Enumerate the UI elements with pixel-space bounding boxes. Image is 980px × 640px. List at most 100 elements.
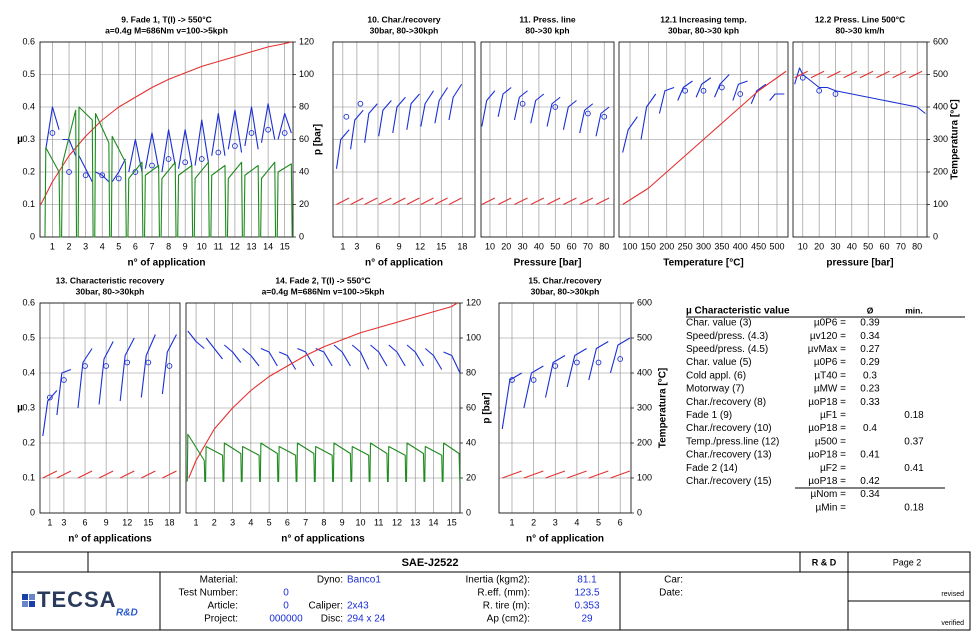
x-tick-label: 14 xyxy=(263,241,273,251)
table-cell: µF2 = xyxy=(820,463,846,474)
data-point xyxy=(719,84,725,91)
x-tick-label: 18 xyxy=(164,517,174,527)
data-point xyxy=(166,363,173,369)
chart: 0 0.1 0.2 0.3 0.4 0.5 0.6 1 3 6 9 12 15 18 13. Charact… xyxy=(17,275,181,545)
chart-subtitle: 30bar, 80->30 kph xyxy=(668,25,739,35)
x-tick-label: 6 xyxy=(375,241,380,251)
y2-tick-label: 400 xyxy=(637,367,652,377)
table-cell: µ500 = xyxy=(815,436,846,447)
table-cell: Cold appl. (6) xyxy=(686,370,746,381)
y-tick-label: 0.3 xyxy=(22,134,35,144)
x-tick-label: 50 xyxy=(550,241,560,251)
data-point xyxy=(46,394,53,401)
table-cell: 0.34 xyxy=(860,489,880,500)
y2-tick-label: 600 xyxy=(637,297,652,307)
data-point xyxy=(530,377,537,383)
chart-subtitle: 30bar, 80->30kph xyxy=(76,286,145,296)
x-tick-label: 15 xyxy=(447,517,457,527)
x-tick-label: 40 xyxy=(534,241,544,251)
data-point xyxy=(99,172,106,179)
y-axis-label: µ xyxy=(17,403,23,414)
table-cell: µ0P6 = xyxy=(814,318,846,329)
x-tick-label: 2 xyxy=(212,517,217,527)
x-tick-label: 18 xyxy=(457,241,467,251)
y2-tick-label: 100 xyxy=(299,69,314,79)
data-point xyxy=(617,356,624,362)
x-tick-label: 4 xyxy=(574,517,579,527)
footer-field: Banco1 xyxy=(347,575,381,586)
y2-tick-label: 60 xyxy=(466,402,476,412)
table-cell: 0.39 xyxy=(860,318,880,329)
verified-label: verified xyxy=(941,620,964,627)
logo: TECSA R&D xyxy=(22,587,138,619)
y-tick-label: 0.2 xyxy=(22,166,35,176)
y2-tick-label: 40 xyxy=(299,166,309,176)
x-tick-label: 15 xyxy=(280,241,290,251)
x-tick-label: 20 xyxy=(501,241,511,251)
y2-tick-label: 300 xyxy=(933,134,948,144)
footer-field: Project: xyxy=(204,614,238,625)
y-tick-label: 0.4 xyxy=(22,101,35,111)
y-tick-label: 0.5 xyxy=(22,332,35,342)
table-cell: µMin = xyxy=(816,502,847,513)
x-tick-label: 12 xyxy=(230,241,240,251)
data-point xyxy=(115,175,122,182)
table-cell: µ0P6 = xyxy=(814,357,846,368)
x-tick-label: 3 xyxy=(553,517,558,527)
table-header: µ Characteristic value xyxy=(686,306,790,317)
x-tick-label: 8 xyxy=(166,241,171,251)
data-point xyxy=(682,87,688,94)
data-point xyxy=(357,100,364,107)
data-point xyxy=(799,74,806,81)
data-line xyxy=(336,197,462,205)
x-tick-label: 5 xyxy=(596,517,601,527)
y-axis-label: µ xyxy=(17,134,23,145)
plot-frame xyxy=(480,41,615,238)
y2-tick-label: 60 xyxy=(299,134,309,144)
x-tick-label: 50 xyxy=(863,241,873,251)
y2-axis-label: p [bar] xyxy=(313,124,324,155)
x-tick-label: 6 xyxy=(285,517,290,527)
data-point xyxy=(552,363,559,369)
plot-frame xyxy=(332,41,476,238)
data-point xyxy=(343,113,350,120)
footer-field: 81.1 xyxy=(577,575,597,586)
plot-frame xyxy=(618,41,789,238)
y2-tick-label: 100 xyxy=(637,472,652,482)
data-point xyxy=(509,377,515,383)
logo-square xyxy=(22,601,28,607)
table-cell: Fade 2 (14) xyxy=(686,463,738,474)
x-tick-label: 1 xyxy=(47,517,52,527)
x-tick-label: 60 xyxy=(880,241,890,251)
table-cell: Speed/press. (4.5) xyxy=(686,344,768,355)
x-tick-label: 150 xyxy=(641,241,656,251)
x-tick-label: 6 xyxy=(83,517,88,527)
y2-tick-label: 200 xyxy=(637,437,652,447)
data-line xyxy=(481,197,610,205)
footer-field: 2x43 xyxy=(347,601,369,612)
footer-field: R. tire (m): xyxy=(483,601,530,612)
table-cell: Char./recovery (13) xyxy=(686,450,772,461)
x-tick-label: 300 xyxy=(696,241,711,251)
footer-field: Article: xyxy=(207,601,238,612)
footer-field: Disc: xyxy=(321,614,343,625)
chart-subtitle: a=0.4g M=686Nm v=100->5kph xyxy=(105,25,228,35)
table-header: min. xyxy=(905,305,922,315)
x-tick-label: 1 xyxy=(340,241,345,251)
data-line xyxy=(188,302,458,479)
x-tick-label: 450 xyxy=(751,241,766,251)
x-tick-label: 3 xyxy=(230,517,235,527)
x-tick-label: 20 xyxy=(814,241,824,251)
data-point xyxy=(182,159,189,166)
table-cell: 0.23 xyxy=(860,384,880,395)
x-tick-label: 60 xyxy=(567,241,577,251)
y-tick-label: 0.2 xyxy=(22,437,35,447)
x-tick-label: 3 xyxy=(83,241,88,251)
plot-frame xyxy=(39,302,181,514)
x-tick-label: 15 xyxy=(143,517,153,527)
chart-subtitle: 80->30 km/h xyxy=(836,25,885,35)
logo-square xyxy=(22,594,28,600)
footer-field: 29 xyxy=(581,614,593,625)
chart-title: 9. Fade 1, T(I) -> 550°C xyxy=(121,14,212,24)
chart-title: 15. Char./recovery xyxy=(528,275,602,285)
